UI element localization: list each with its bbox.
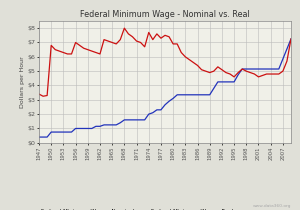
Federal Minimum Wage - Real — (289, 38, 293, 40)
Federal Minimum Wage - Nominal (37, 136, 41, 138)
Federal Minimum Wage - Nominal (106, 124, 110, 126)
Federal Minimum Wage - Real — (41, 95, 45, 97)
Federal Minimum Wage - Real — (285, 60, 289, 62)
Federal Minimum Wage - Real — (163, 34, 167, 37)
Federal Minimum Wage - Real — (37, 93, 41, 95)
Text: www.data360.org: www.data360.org (253, 204, 291, 208)
Y-axis label: Dollars per Hour: Dollars per Hour (20, 56, 25, 108)
Federal Minimum Wage - Real — (123, 27, 126, 29)
Federal Minimum Wage - Nominal (212, 87, 216, 90)
Federal Minimum Wage - Real — (171, 43, 175, 45)
Federal Minimum Wage - Real — (118, 38, 122, 41)
Federal Minimum Wage - Nominal (163, 104, 167, 106)
Federal Minimum Wage - Real — (110, 41, 114, 44)
Title: Federal Minimum Wage - Nominal vs. Real: Federal Minimum Wage - Nominal vs. Real (80, 10, 250, 19)
Federal Minimum Wage - Nominal (285, 48, 289, 50)
Legend: Federal Minimum Wage - Nominal, Federal Minimum Wage - Real —: Federal Minimum Wage - Nominal, Federal … (29, 209, 240, 210)
Federal Minimum Wage - Nominal (155, 109, 159, 111)
Line: Federal Minimum Wage - Nominal: Federal Minimum Wage - Nominal (39, 39, 291, 137)
Line: Federal Minimum Wage - Real —: Federal Minimum Wage - Real — (39, 28, 291, 96)
Federal Minimum Wage - Nominal (289, 38, 293, 40)
Federal Minimum Wage - Nominal (114, 124, 118, 126)
Federal Minimum Wage - Real — (220, 68, 224, 71)
